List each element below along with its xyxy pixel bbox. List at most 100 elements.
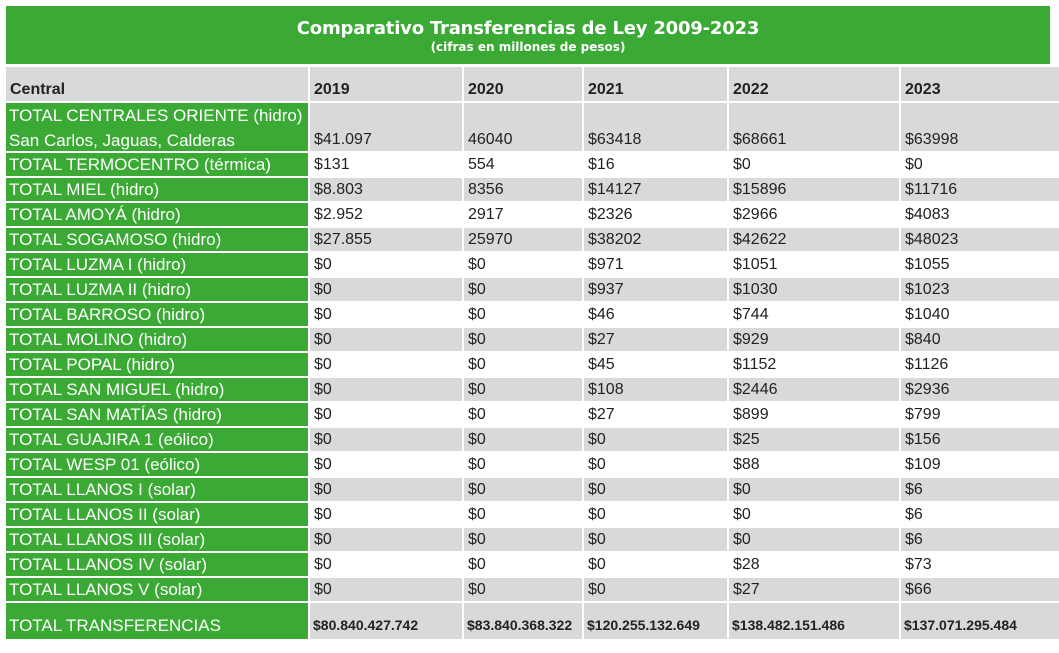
row-name: TOTAL AMOYÁ (hidro) — [6, 203, 308, 226]
table-cell: $6 — [901, 503, 1059, 526]
table-cell: $0 — [584, 453, 727, 476]
table-cell: $63998 — [901, 103, 1059, 151]
table-cell: $156 — [901, 428, 1059, 451]
table-cell: $0 — [310, 578, 462, 601]
table-cell: $0 — [310, 428, 462, 451]
table-cell: $0 — [584, 528, 727, 551]
table-cell: $1040 — [901, 303, 1059, 326]
table-cell: $840 — [901, 328, 1059, 351]
table-cell: $108 — [584, 378, 727, 401]
total-value: $80.840.427.742 — [310, 603, 462, 639]
table-cell: $0 — [464, 428, 582, 451]
header-year: 2019 — [310, 67, 462, 101]
table-cell: $0 — [584, 553, 727, 576]
table-cell: $73 — [901, 553, 1059, 576]
table-cell: $48023 — [901, 228, 1059, 251]
table-cell: $799 — [901, 403, 1059, 426]
header-central: Central — [6, 67, 308, 101]
table-cell: $0 — [729, 528, 899, 551]
table-cell: $0 — [464, 553, 582, 576]
table-cell: $0 — [310, 353, 462, 376]
table-cell: $0 — [464, 328, 582, 351]
header-year: 2022 — [729, 67, 899, 101]
row-name: TOTAL TERMOCENTRO (térmica) — [6, 153, 308, 176]
table-cell: $6 — [901, 478, 1059, 501]
table-cell: $0 — [729, 503, 899, 526]
table-cell: 554 — [464, 153, 582, 176]
table-cell: $0 — [584, 578, 727, 601]
header-year: 2021 — [584, 67, 727, 101]
table-cell: $929 — [729, 328, 899, 351]
table-cell: $0 — [464, 253, 582, 276]
table-cell: $0 — [729, 478, 899, 501]
table-cell: $0 — [310, 403, 462, 426]
table-cell: $0 — [310, 528, 462, 551]
table-cell: $41.097 — [310, 103, 462, 151]
table-cell: $25 — [729, 428, 899, 451]
table-cell: $6 — [901, 528, 1059, 551]
row-name: TOTAL GUAJIRA 1 (eólico) — [6, 428, 308, 451]
table-cell: $0 — [464, 278, 582, 301]
table-cell: $0 — [464, 578, 582, 601]
table-cell: $27 — [584, 328, 727, 351]
table-cell: $0 — [310, 253, 462, 276]
table-cell: $0 — [901, 153, 1059, 176]
total-value: $137.071.295.484 — [901, 603, 1059, 639]
table-cell: $0 — [464, 528, 582, 551]
row-name: TOTAL POPAL (hidro) — [6, 353, 308, 376]
table-cell: $27 — [584, 403, 727, 426]
row-name-line: TOTAL CENTRALES ORIENTE (hidro) — [9, 106, 303, 125]
table-cell: $1126 — [901, 353, 1059, 376]
row-name-line: San Carlos, Jaguas, Calderas — [9, 131, 235, 150]
row-name: TOTAL LUZMA I (hidro) — [6, 253, 308, 276]
table-cell: $66 — [901, 578, 1059, 601]
table-cell: $0 — [310, 553, 462, 576]
total-value: $138.482.151.486 — [729, 603, 899, 639]
table-cell: $15896 — [729, 178, 899, 201]
page-title: Comparativo Transferencias de Ley 2009-2… — [296, 18, 760, 39]
table-cell: $28 — [729, 553, 899, 576]
row-name: TOTAL SAN MATÍAS (hidro) — [6, 403, 308, 426]
table-cell: $0 — [464, 478, 582, 501]
header-year: 2023 — [901, 67, 1059, 101]
table-cell: $0 — [464, 503, 582, 526]
row-name: TOTAL WESP 01 (eólico) — [6, 453, 308, 476]
table-cell: $68661 — [729, 103, 899, 151]
table-cell: $2326 — [584, 203, 727, 226]
table-cell: $27 — [729, 578, 899, 601]
table-cell: $109 — [901, 453, 1059, 476]
table-cell: 25970 — [464, 228, 582, 251]
row-name: TOTAL SAN MIGUEL (hidro) — [6, 378, 308, 401]
table-cell: $63418 — [584, 103, 727, 151]
table-cell: $131 — [310, 153, 462, 176]
header-year: 2020 — [464, 67, 582, 101]
total-value: $83.840.368.322 — [464, 603, 582, 639]
row-name: TOTAL SOGAMOSO (hidro) — [6, 228, 308, 251]
table-cell: $27.855 — [310, 228, 462, 251]
table-cell: $2966 — [729, 203, 899, 226]
table-cell: $4083 — [901, 203, 1059, 226]
table-cell: $14127 — [584, 178, 727, 201]
table-cell: $46 — [584, 303, 727, 326]
table-cell: $971 — [584, 253, 727, 276]
page-subtitle: (cifras en millones de pesos) — [430, 40, 626, 54]
table-cell: $42622 — [729, 228, 899, 251]
table-cell: $0 — [584, 478, 727, 501]
table-cell: $0 — [464, 378, 582, 401]
table-cell: $0 — [584, 503, 727, 526]
table-cell: $2446 — [729, 378, 899, 401]
table-cell: $1055 — [901, 253, 1059, 276]
row-name: TOTAL LLANOS V (solar) — [6, 578, 308, 601]
total-value: $120.255.132.649 — [584, 603, 727, 639]
table-cell: $0 — [729, 153, 899, 176]
title-banner: Comparativo Transferencias de Ley 2009-2… — [6, 6, 1050, 64]
table-cell: $8.803 — [310, 178, 462, 201]
row-name: TOTAL LLANOS II (solar) — [6, 503, 308, 526]
table-cell: $0 — [310, 378, 462, 401]
row-name: TOTAL LLANOS III (solar) — [6, 528, 308, 551]
table-cell: 8356 — [464, 178, 582, 201]
table-cell: $0 — [464, 353, 582, 376]
table-cell: $0 — [584, 428, 727, 451]
table-cell: $0 — [310, 478, 462, 501]
